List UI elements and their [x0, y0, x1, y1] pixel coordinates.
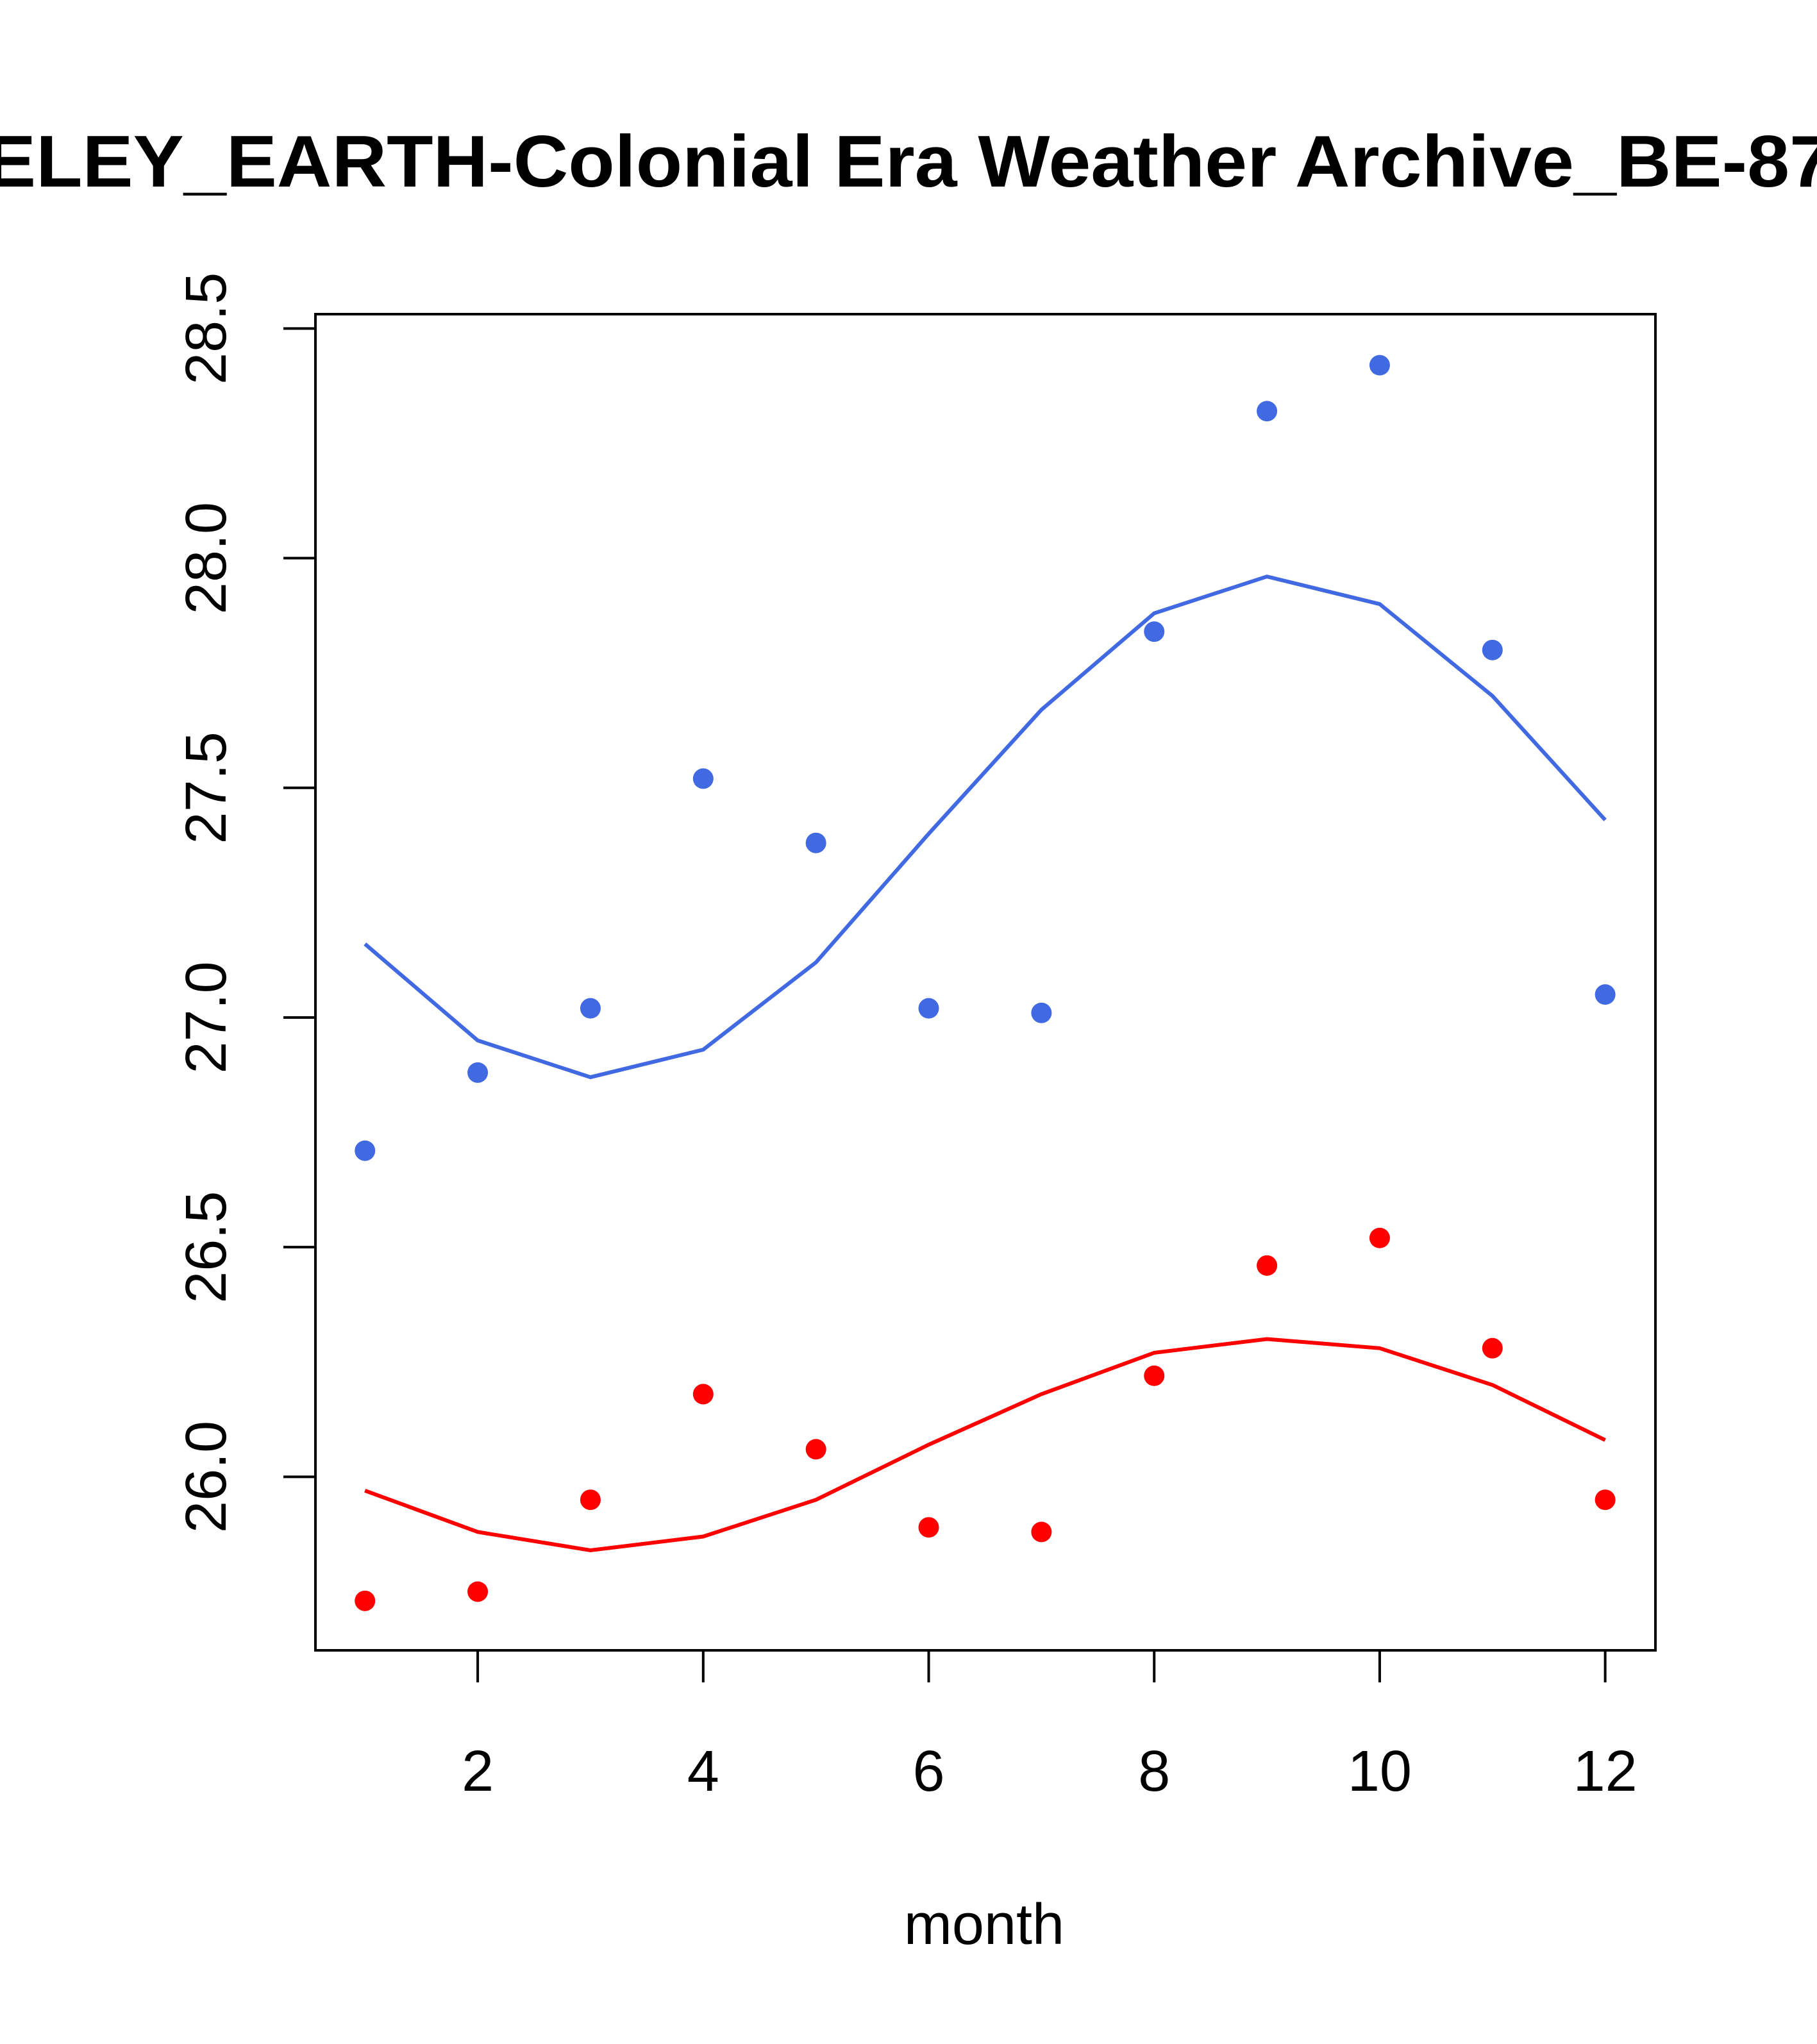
chart-title: ELEY_EARTH-Colonial Era Weather Archive_… [0, 121, 1817, 203]
data-point [918, 1517, 939, 1538]
data-point [355, 1140, 376, 1161]
y-tick-label: 27.5 [174, 732, 239, 844]
data-point [692, 1384, 714, 1405]
data-point [1482, 1337, 1503, 1359]
y-tick-label: 28.5 [174, 272, 239, 385]
y-tick-label: 26.5 [174, 1191, 239, 1303]
series-line [364, 574, 1607, 1080]
x-tick-label: 10 [1348, 1739, 1412, 1804]
y-axis: 26.0 26.5 27.0 27.5 28.0 28.5 [174, 272, 317, 1533]
data-point [805, 832, 826, 853]
data-point [467, 1062, 489, 1083]
series-lower-points [355, 1227, 1616, 1611]
x-tick-label: 6 [912, 1739, 944, 1804]
data-point [1369, 1227, 1390, 1248]
data-point [1031, 1002, 1052, 1023]
data-point [355, 1590, 376, 1611]
x-axis-label: month [904, 1893, 1064, 1957]
series-layer [355, 355, 1616, 1611]
y-tick-label: 26.0 [174, 1421, 239, 1533]
series-upper-smooth [364, 574, 1607, 1080]
x-axis: 2 4 6 8 10 12 [462, 1649, 1637, 1804]
data-point [1144, 621, 1165, 642]
plot-frame [314, 313, 1657, 1652]
series-upper-points [355, 355, 1616, 1161]
data-point [1595, 984, 1616, 1005]
data-point [1482, 639, 1503, 660]
data-point [1031, 1521, 1052, 1543]
x-tick-label: 12 [1573, 1739, 1637, 1804]
series-lower-smooth [364, 1337, 1606, 1553]
data-point [580, 1489, 601, 1511]
data-point [1369, 355, 1390, 376]
data-point [1257, 1255, 1278, 1276]
data-point [1257, 401, 1278, 422]
x-tick-label: 8 [1138, 1739, 1170, 1804]
data-point [918, 998, 939, 1019]
data-point [1595, 1489, 1616, 1511]
series-line [364, 1337, 1606, 1553]
data-point [467, 1581, 489, 1602]
y-tick-label: 28.0 [174, 502, 239, 614]
x-tick-label: 2 [462, 1739, 494, 1804]
y-tick-label: 27.0 [174, 961, 239, 1073]
x-tick-label: 4 [687, 1739, 719, 1804]
data-point [805, 1439, 826, 1460]
data-point [692, 768, 714, 789]
data-point [580, 998, 601, 1019]
data-point [1144, 1365, 1165, 1386]
